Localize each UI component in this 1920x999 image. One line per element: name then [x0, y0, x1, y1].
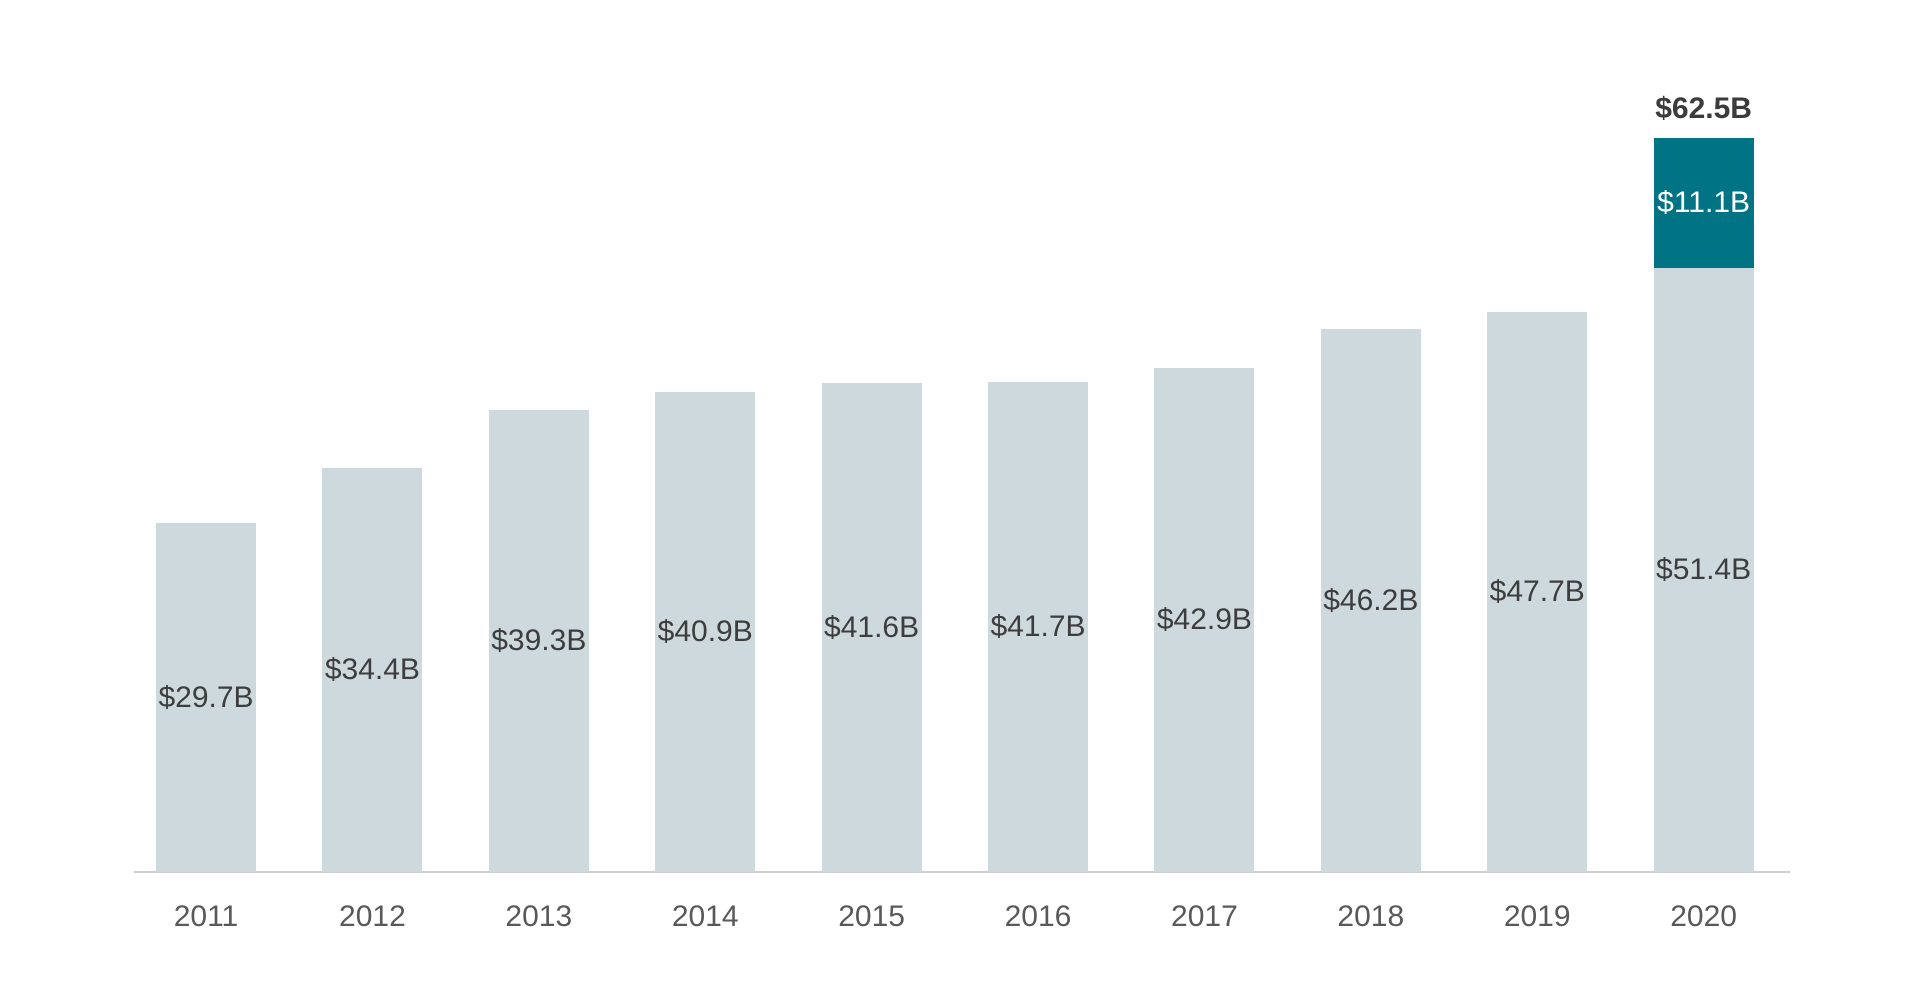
- x-tick-2011: 2011: [173, 900, 239, 933]
- x-tick-2020: 2020: [1670, 900, 1737, 933]
- bar-column-2016: $41.7B: [988, 382, 1088, 872]
- bar-value-label: $47.7B: [1489, 574, 1585, 608]
- bar-column-2020: $11.1B $51.4B $62.5B: [1653, 92, 1754, 872]
- bar-segment-base-2012: $34.4B: [322, 468, 423, 872]
- bar-column-2014: $40.9B: [655, 391, 756, 872]
- bar-segment-base-2011: $29.7B: [156, 523, 256, 872]
- bar-value-label: $40.9B: [657, 614, 753, 648]
- bar-column-2018: $46.2B: [1320, 329, 1421, 872]
- x-axis-line: [134, 871, 1790, 873]
- bar-total-label: $62.5B: [1655, 92, 1752, 125]
- bar-segment-base-2020: $51.4B: [1653, 268, 1754, 872]
- bar-column-2017: $42.9B: [1154, 368, 1255, 872]
- bar-column-2012: $34.4B: [322, 468, 423, 872]
- x-tick-2019: 2019: [1503, 900, 1571, 933]
- bar-segment-base-2016: $41.7B: [988, 382, 1088, 872]
- bar-segment-base-2015: $41.6B: [821, 383, 922, 872]
- bar-value-label: $51.4B: [1656, 553, 1752, 587]
- x-tick-2016: 2016: [1004, 900, 1072, 933]
- x-tick-2014: 2014: [671, 900, 739, 933]
- bar-segment-base-2014: $40.9B: [655, 391, 756, 872]
- bar-value-label: $46.2B: [1323, 583, 1419, 617]
- bar-value-label: $39.3B: [491, 624, 587, 658]
- x-tick-2012: 2012: [339, 900, 406, 933]
- bar-value-label: $41.7B: [990, 610, 1086, 644]
- bar-increase-label: $11.1B: [1657, 186, 1751, 220]
- x-tick-2013: 2013: [505, 900, 573, 933]
- bar-segment-base-2013: $39.3B: [488, 410, 589, 872]
- bar-column-2011: $29.7B: [156, 523, 256, 872]
- bar-segment-increase-2020: $11.1B: [1653, 138, 1754, 269]
- bar-value-label: $29.7B: [158, 680, 254, 714]
- x-tick-2017: 2017: [1171, 900, 1238, 933]
- bar-column-2013: $39.3B: [488, 410, 589, 872]
- bar-segment-base-2018: $46.2B: [1320, 329, 1421, 872]
- x-tick-2018: 2018: [1337, 900, 1405, 933]
- bar-value-label: $34.4B: [324, 653, 420, 686]
- bar-value-label: $41.6B: [824, 610, 920, 644]
- x-tick-2015: 2015: [838, 900, 905, 933]
- bar-column-2015: $41.6B: [821, 383, 922, 872]
- bar-segment-base-2019: $47.7B: [1487, 311, 1588, 872]
- bar-value-label: $42.9B: [1156, 603, 1252, 637]
- bar-column-2019: $47.7B: [1487, 311, 1588, 872]
- bar-segment-base-2017: $42.9B: [1154, 368, 1255, 872]
